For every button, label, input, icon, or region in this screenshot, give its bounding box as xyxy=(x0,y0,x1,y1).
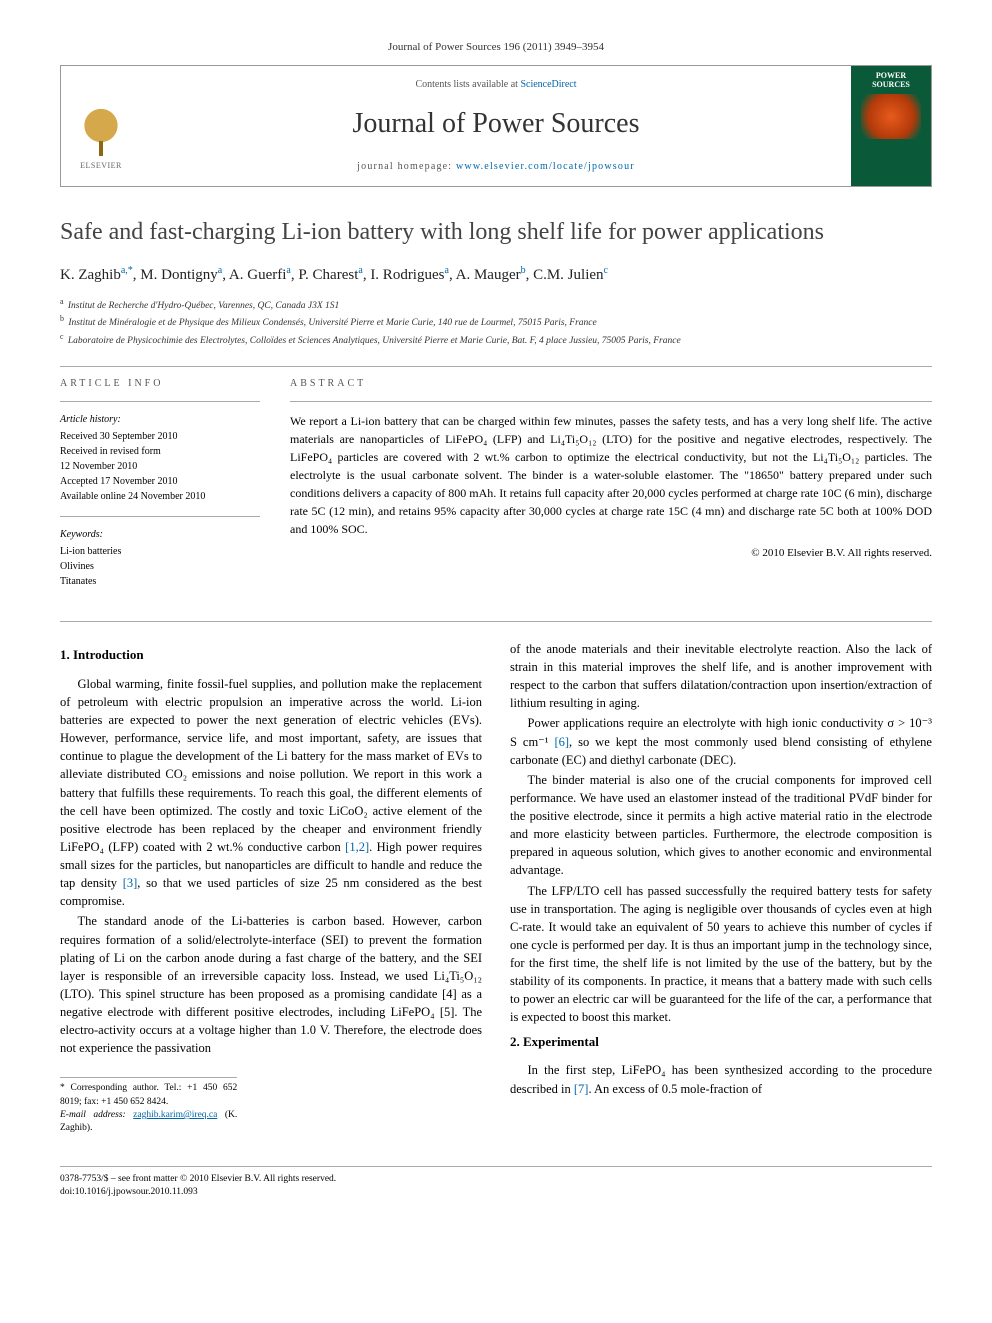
article-info-heading: ARTICLE INFO xyxy=(60,377,260,391)
body-text: 1. Introduction Global warming, finite f… xyxy=(60,640,932,1136)
history-line: Accepted 17 November 2010 xyxy=(60,474,260,489)
abstract-heading: ABSTRACT xyxy=(290,377,932,391)
article-info-left: ARTICLE INFO Article history: Received 3… xyxy=(60,377,260,601)
footer-block: 0378-7753/$ – see front matter © 2010 El… xyxy=(60,1166,932,1200)
corr-line: E-mail address: zaghib.karim@ireq.ca (K.… xyxy=(60,1109,237,1136)
author-list: K. Zaghiba,*, M. Dontignya, A. Guerfia, … xyxy=(60,264,932,286)
body-paragraph: In the first step, LiFePO₄ has been synt… xyxy=(510,1061,932,1097)
abstract-text: We report a Li-ion battery that can be c… xyxy=(290,412,932,538)
history-line: Received 30 September 2010 xyxy=(60,429,260,444)
affiliations-block: a Institut de Recherche d'Hydro-Québec, … xyxy=(60,296,932,348)
elsevier-tree-icon xyxy=(76,108,126,158)
body-paragraph: Power applications require an electrolyt… xyxy=(510,714,932,768)
article-info-row: ARTICLE INFO Article history: Received 3… xyxy=(60,377,932,601)
body-paragraph: The LFP/LTO cell has passed successfully… xyxy=(510,882,932,1027)
issn-line: 0378-7753/$ – see front matter © 2010 El… xyxy=(60,1173,932,1186)
affiliation-b: b Institut de Minéralogie et de Physique… xyxy=(60,313,932,330)
history-line: Available online 24 November 2010 xyxy=(60,489,260,504)
homepage-line: journal homepage: www.elsevier.com/locat… xyxy=(149,160,843,174)
divider xyxy=(60,516,260,517)
keywords-label: Keywords: xyxy=(60,527,260,542)
affiliation-c: c Laboratoire de Physicochimie des Elect… xyxy=(60,331,932,348)
divider xyxy=(60,366,932,367)
cover-thumbnail-icon xyxy=(861,94,921,139)
keywords-block: Keywords: Li-ion batteries Olivines Tita… xyxy=(60,527,260,589)
article-title: Safe and fast-charging Li-ion battery wi… xyxy=(60,217,932,248)
homepage-link[interactable]: www.elsevier.com/locate/jpowsour xyxy=(456,161,635,172)
abstract-copyright: © 2010 Elsevier B.V. All rights reserved… xyxy=(290,546,932,561)
history-line: 12 November 2010 xyxy=(60,459,260,474)
keyword: Titanates xyxy=(60,574,260,589)
publisher-logo-block: ELSEVIER xyxy=(61,66,141,185)
affiliation-a: a Institut de Recherche d'Hydro-Québec, … xyxy=(60,296,932,313)
elsevier-logo-icon: ELSEVIER xyxy=(71,108,131,178)
masthead: ELSEVIER Contents lists available at Sci… xyxy=(60,65,932,186)
corr-email-link[interactable]: zaghib.karim@ireq.ca xyxy=(133,1110,217,1120)
corr-line: * Corresponding author. Tel.: +1 450 652… xyxy=(60,1082,237,1109)
homepage-prefix: journal homepage: xyxy=(357,161,456,172)
body-paragraph: of the anode materials and their inevita… xyxy=(510,640,932,713)
history-label: Article history: xyxy=(60,412,260,427)
cover-title: POWER SOURCES xyxy=(857,72,925,90)
abstract-block: ABSTRACT We report a Li-ion battery that… xyxy=(290,377,932,601)
journal-cover: POWER SOURCES xyxy=(851,66,931,185)
section-heading-experimental: 2. Experimental xyxy=(510,1033,932,1052)
corresponding-author-block: * Corresponding author. Tel.: +1 450 652… xyxy=(60,1077,237,1135)
body-paragraph: The binder material is also one of the c… xyxy=(510,771,932,880)
history-line: Received in revised form xyxy=(60,444,260,459)
body-paragraph: Global warming, finite fossil-fuel suppl… xyxy=(60,675,482,911)
keyword: Li-ion batteries xyxy=(60,544,260,559)
sciencedirect-link[interactable]: ScienceDirect xyxy=(520,79,576,90)
section-heading-intro: 1. Introduction xyxy=(60,646,482,665)
publisher-name: ELSEVIER xyxy=(80,160,122,171)
doi-line: doi:10.1016/j.jpowsour.2010.11.093 xyxy=(60,1186,932,1199)
body-paragraph: The standard anode of the Li-batteries i… xyxy=(60,912,482,1057)
contents-prefix: Contents lists available at xyxy=(415,79,520,90)
keyword: Olivines xyxy=(60,559,260,574)
masthead-center: Contents lists available at ScienceDirec… xyxy=(141,66,851,185)
article-history-block: Article history: Received 30 September 2… xyxy=(60,412,260,504)
divider xyxy=(60,401,260,402)
divider xyxy=(290,401,932,402)
journal-name: Journal of Power Sources xyxy=(149,104,843,143)
running-head: Journal of Power Sources 196 (2011) 3949… xyxy=(60,40,932,55)
contents-available-line: Contents lists available at ScienceDirec… xyxy=(149,78,843,92)
divider xyxy=(60,621,932,622)
